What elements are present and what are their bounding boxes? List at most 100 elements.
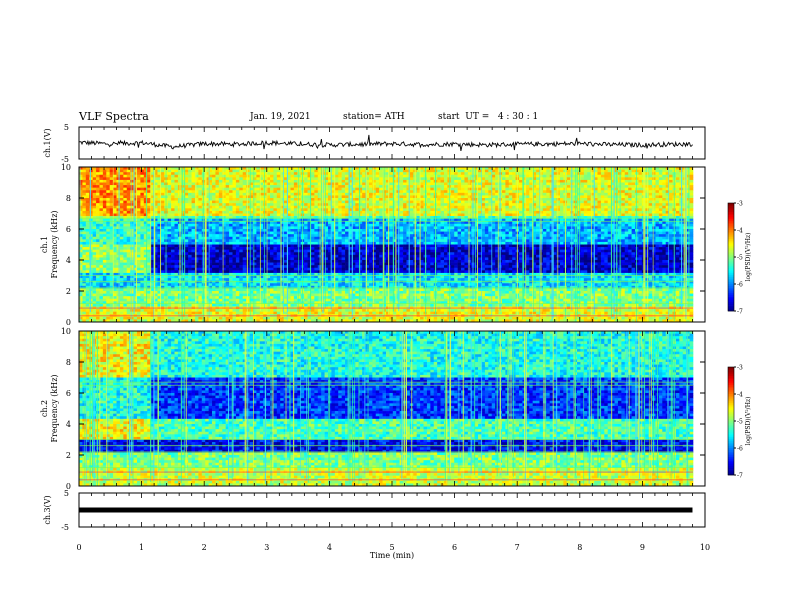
spectrogram-cell (252, 210, 257, 214)
spectrogram-cell (351, 260, 356, 263)
spectrogram-cell (256, 288, 261, 292)
spectrogram-cell (246, 272, 250, 276)
spectrogram-cell (116, 283, 121, 287)
spectrogram-cell (310, 179, 315, 183)
spectrogram-cell (157, 167, 162, 170)
spectrogram-cell (256, 167, 261, 170)
spectrogram-cell (283, 177, 288, 181)
spectrogram-cell (239, 218, 244, 222)
spectrogram-cell (109, 174, 114, 178)
spectrogram-cell (263, 262, 267, 266)
spectrogram-cell (119, 301, 124, 305)
spectrogram-cell (338, 254, 342, 258)
spectrogram-cell (338, 252, 342, 256)
spectrogram-cell (317, 285, 322, 289)
spectrogram-cell (102, 226, 107, 230)
spectrogram-cell (147, 190, 151, 194)
spectrogram-cell (130, 265, 134, 269)
spectrogram-cell (263, 208, 267, 212)
spectrogram-cell (280, 231, 284, 235)
spectrogram-cell (338, 192, 342, 196)
spectrogram-cell (222, 172, 226, 176)
spectrogram-cell (184, 226, 189, 230)
spectrogram-cell (150, 195, 155, 199)
spectrogram-cell (252, 226, 257, 230)
spectrogram-cell (126, 169, 131, 173)
spectrogram-cell (290, 252, 295, 256)
spectrogram-cell (102, 187, 107, 191)
spectrogram-cell (171, 309, 175, 312)
spectrogram-cell (280, 167, 284, 170)
spectrogram-cell (287, 190, 291, 194)
spectrogram-cell (290, 262, 295, 266)
spectrogram-cell (205, 283, 209, 287)
spectrogram-cell (334, 195, 339, 199)
spectrogram-cell (113, 272, 117, 276)
spectrogram-cell (273, 254, 278, 258)
spectrogram-cell (79, 241, 83, 245)
spectrogram-cell (205, 311, 209, 315)
spectrogram-cell (304, 265, 308, 269)
spectrogram-cell (133, 182, 138, 186)
spectrogram-cell (225, 267, 230, 271)
spectrogram-cell (266, 241, 271, 245)
spectrogram-cell (215, 252, 220, 256)
spectrogram-cell (242, 185, 247, 188)
spectrogram-cell (184, 231, 189, 235)
spectrogram-cell (143, 262, 148, 266)
spectrogram-cell (334, 169, 339, 173)
spectrogram-cell (246, 218, 250, 222)
spectrogram-cell (143, 216, 148, 219)
spectrogram-cell (184, 262, 189, 266)
spectrogram-cell (215, 275, 220, 279)
spectrogram-cell (222, 216, 226, 219)
spectrogram-cell (222, 319, 226, 323)
spectrogram-cell (160, 298, 165, 302)
spectrogram-cell (235, 216, 240, 219)
spectrogram-cell (259, 229, 264, 232)
spectrogram-cell (89, 187, 93, 191)
spectrogram-cell (317, 272, 322, 276)
spectrogram-cell (314, 262, 319, 266)
spectrogram-cell (310, 205, 315, 209)
spectrogram-cell (314, 280, 319, 284)
spectrogram-cell (235, 265, 240, 269)
spectrogram-cell (270, 301, 274, 305)
spectrogram-cell (205, 239, 209, 243)
spectrogram-cell (276, 172, 281, 176)
spectrogram-cell (157, 200, 162, 204)
spectrogram-cell (229, 234, 233, 238)
spectrogram-cell (136, 182, 141, 186)
spectrogram-cell (96, 174, 100, 178)
spectrogram-cell (188, 309, 192, 312)
spectrogram-cell (96, 179, 100, 183)
spectrogram-cell (324, 252, 329, 256)
spectrogram-cell (147, 275, 151, 279)
spectrogram-cell (154, 231, 158, 235)
spectrogram-cell (263, 241, 267, 245)
spectrogram-cell (160, 270, 165, 274)
spectrogram-cell (208, 208, 213, 212)
spectrogram-cell (119, 283, 124, 287)
spectrogram-cell (85, 309, 90, 312)
spectrogram-cell (307, 239, 312, 243)
spectrogram-cell (345, 208, 349, 212)
spectrogram-cell (157, 249, 162, 253)
spectrogram-cell (225, 265, 230, 269)
spectrogram-cell (171, 283, 175, 287)
spectrogram-cell (171, 316, 175, 320)
spectrogram-cell (317, 270, 322, 274)
spectrogram-cell (307, 309, 312, 312)
spectrogram-cell (307, 198, 312, 201)
spectrogram-cell (143, 239, 148, 243)
spectrogram-cell (99, 167, 104, 170)
spectrogram-cell (133, 172, 138, 176)
spectrogram-cell (259, 216, 264, 219)
spectrogram-cell (348, 298, 353, 302)
spectrogram-cell (276, 208, 281, 212)
spectrogram-cell (317, 252, 322, 256)
spectrogram-cell (304, 200, 308, 204)
spectrogram-cell (259, 303, 264, 307)
spectrogram-cell (116, 192, 121, 196)
spectrogram-cell (79, 182, 83, 186)
